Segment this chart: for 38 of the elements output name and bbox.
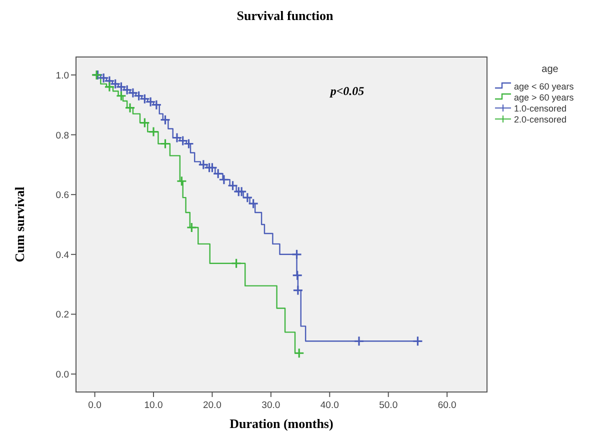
x-tick-label: 60.0 [438, 400, 456, 411]
legend-label: 2.0-censored [514, 114, 567, 124]
x-tick-label: 30.0 [262, 400, 280, 411]
legend-label: 1.0-censored [514, 104, 567, 114]
x-tick-label: 40.0 [320, 400, 339, 411]
point [139, 118, 150, 128]
y-tick-label: 0.4 [56, 250, 69, 261]
y-axis-title: Cum survival [12, 186, 27, 262]
y-tick-label: 0.2 [56, 310, 69, 321]
legend-title: age [542, 64, 559, 75]
point [294, 348, 304, 358]
x-tick-label: 50.0 [379, 400, 398, 411]
x-axis-title: Duration (months) [230, 416, 334, 431]
point [116, 90, 127, 102]
x-tick-label: 20.0 [202, 400, 222, 411]
point [124, 102, 136, 114]
point [160, 114, 171, 126]
x-tick-label: 10.0 [144, 400, 163, 411]
point [230, 258, 242, 269]
point [104, 82, 115, 92]
point [412, 336, 424, 346]
annotation: p<0.05 [329, 84, 364, 98]
legend-label: age < 60 years [514, 82, 574, 92]
point [176, 176, 187, 186]
x-tick-label: 0.0 [88, 400, 102, 411]
y-tick-label: 0.6 [56, 190, 69, 202]
y-tick-label: 1.0 [56, 70, 69, 82]
point [291, 249, 302, 260]
chart-title: Survival function [236, 8, 334, 23]
point [292, 285, 304, 296]
legend-label: age > 60 years [514, 92, 574, 102]
point [354, 336, 364, 346]
point [186, 222, 197, 233]
point [148, 126, 159, 138]
y-tick-label: 0.8 [56, 130, 69, 142]
point [292, 270, 303, 281]
point [160, 138, 171, 150]
y-tick-label: 0.0 [56, 370, 69, 381]
